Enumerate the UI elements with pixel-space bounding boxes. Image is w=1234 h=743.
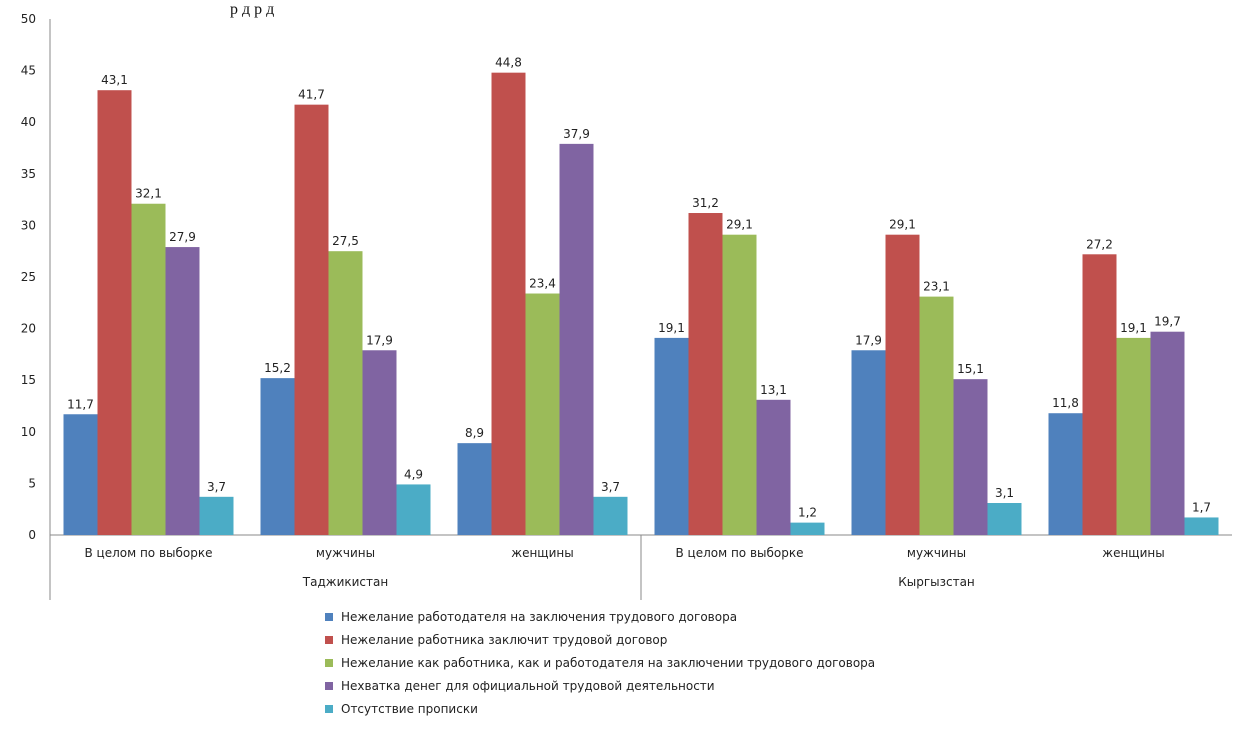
bar [722,234,757,536]
data-label: 4,9 [404,467,423,481]
bar [1082,254,1117,535]
data-label: 17,9 [366,333,393,347]
y-tick-label: 45 [21,64,36,78]
legend-swatch [325,705,333,713]
category-label: В целом по выборке [675,546,803,560]
bar [790,522,825,535]
y-tick-label: 5 [28,476,36,490]
data-label: 37,9 [563,127,590,141]
y-tick-label: 20 [21,322,36,336]
data-label: 41,7 [298,88,325,102]
bar [688,213,723,536]
bar [199,496,234,535]
bar [165,247,200,535]
data-label: 31,2 [692,196,719,210]
data-label: 1,7 [1192,500,1211,514]
category-label: женщины [1102,546,1164,560]
bar [953,379,988,535]
data-label: 19,7 [1154,315,1181,329]
legend-label: Отсутствие прописки [341,702,478,716]
bar [559,143,594,535]
data-label: 27,5 [332,234,359,248]
legend-swatch [325,636,333,644]
data-label: 3,1 [995,486,1014,500]
bar [987,503,1022,535]
bar [525,293,560,535]
category-label: женщины [511,546,573,560]
bar [362,350,397,535]
bar [491,72,526,535]
category-label: В целом по выборке [84,546,212,560]
data-label: 27,2 [1086,237,1113,251]
data-label: 43,1 [101,73,128,87]
bar [131,203,166,535]
bar [97,90,132,535]
legend-label: Нежелание как работника, как и работодат… [341,656,875,670]
bar [328,251,363,535]
y-tick-label: 0 [28,528,36,542]
y-tick-label: 15 [21,373,36,387]
data-label: 15,2 [264,361,291,375]
data-label: 23,1 [923,280,950,294]
data-label: 3,7 [207,480,226,494]
data-label: 11,8 [1052,396,1079,410]
legend-label: Нежелание работодателя на заключения тру… [341,610,737,624]
data-label: 19,1 [658,321,685,335]
y-tick-label: 10 [21,425,36,439]
bar [851,350,886,535]
group-label: Таджикистан [302,575,388,589]
data-label: 8,9 [465,426,484,440]
bar [919,296,954,535]
bar [1184,517,1219,535]
data-label: 15,1 [957,362,984,376]
data-label: 27,9 [169,230,196,244]
bar [1048,413,1083,535]
y-tick-label: 25 [21,270,36,284]
legend-swatch [325,682,333,690]
data-label: 32,1 [135,187,162,201]
data-label: 17,9 [855,333,882,347]
bar [260,378,295,535]
category-label: мужчины [907,546,966,560]
bar [756,399,791,535]
bar [654,337,689,535]
data-label: 19,1 [1120,321,1147,335]
data-label: 1,2 [798,506,817,520]
bar [457,443,492,535]
bar [1116,337,1151,535]
bar [63,414,98,535]
data-label: 13,1 [760,383,787,397]
y-tick-label: 30 [21,218,36,232]
legend-swatch [325,659,333,667]
legend-swatch [325,613,333,621]
data-label: 29,1 [726,218,753,232]
group-label: Кыргызстан [898,575,975,589]
data-label: 3,7 [601,480,620,494]
y-tick-label: 40 [21,115,36,129]
category-label: мужчины [316,546,375,560]
bar [1150,331,1185,535]
data-label: 44,8 [495,56,522,70]
bar [294,104,329,535]
legend-label: Нежелание работника заключит трудовой до… [341,633,667,647]
legend-label: Нехватка денег для официальной трудовой … [341,679,715,693]
data-label: 29,1 [889,218,916,232]
y-tick-label: 50 [21,12,36,26]
bar [396,484,431,535]
data-label: 11,7 [67,397,94,411]
y-tick-label: 35 [21,167,36,181]
data-label: 23,4 [529,277,556,291]
bar [593,496,628,535]
chart-title: р д р д [230,1,274,18]
bar [885,234,920,536]
